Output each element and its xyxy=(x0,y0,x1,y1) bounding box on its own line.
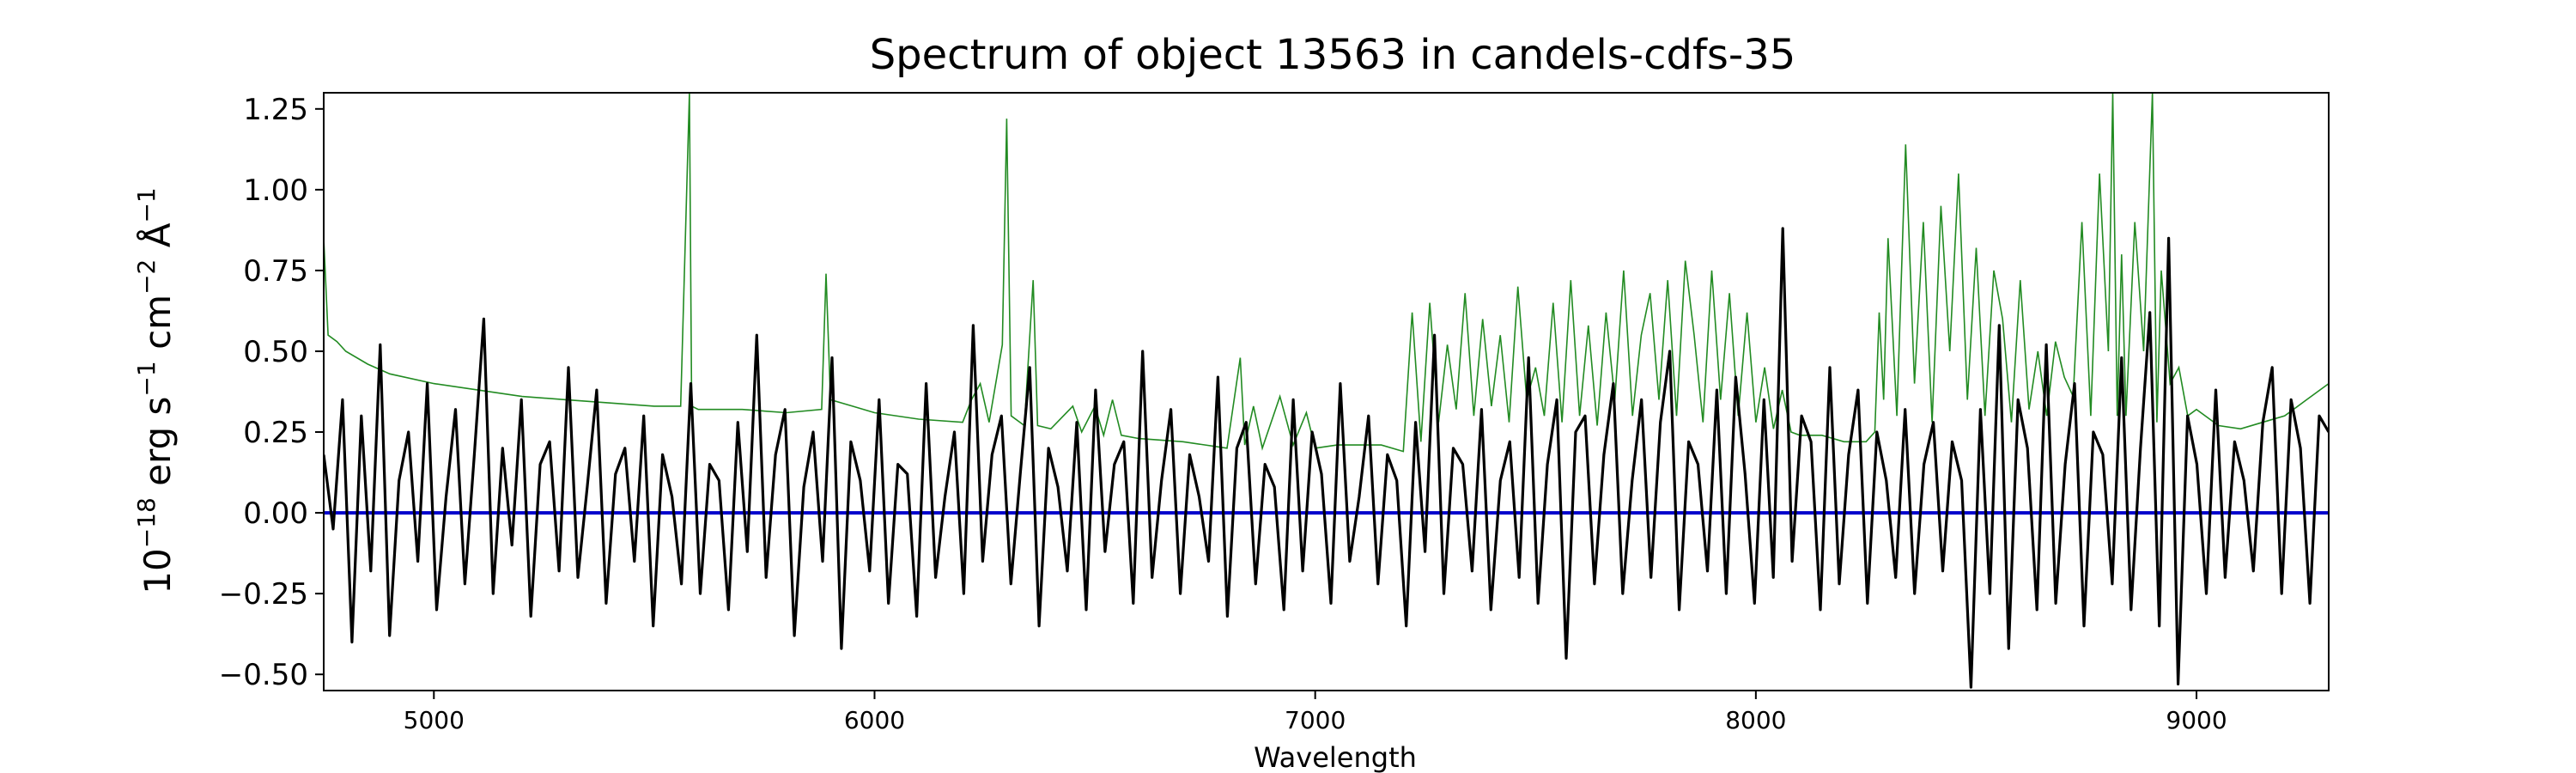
y-tick-label: 0.50 xyxy=(243,335,308,369)
x-tick-label: 9000 xyxy=(2166,706,2227,734)
chart-title: Spectrum of object 13563 in candels-cdfs… xyxy=(870,31,1796,79)
svg-text:10−18 erg s−1 cm−2 Å−1: 10−18 erg s−1 cm−2 Å−1 xyxy=(132,187,179,593)
x-tick-label: 8000 xyxy=(1725,706,1786,734)
ylabel-exp1: −18 xyxy=(132,497,161,548)
y-tick-label: −0.25 xyxy=(219,577,308,612)
ylabel-exp4: −1 xyxy=(132,187,161,222)
y-tick-label: 1.25 xyxy=(243,93,308,127)
flux-spectrum-line xyxy=(324,227,2329,689)
ylabel-prefix: 10 xyxy=(137,548,179,593)
x-axis-label: Wavelength xyxy=(1254,741,1417,773)
y-tick-label: 0.75 xyxy=(243,254,308,289)
x-tick-label: 6000 xyxy=(844,706,905,734)
x-tick-label: 5000 xyxy=(404,706,465,734)
plot-frame xyxy=(323,92,2330,691)
ylabel-exp3: −2 xyxy=(132,259,161,295)
y-axis-label: 10−18 erg s−1 cm−2 Å−1 xyxy=(132,187,179,593)
plot-area xyxy=(324,93,2329,689)
y-tick-label: 1.00 xyxy=(243,173,308,208)
ylabel-unit1: erg s xyxy=(137,397,179,498)
y-tick-label: 0.00 xyxy=(243,496,308,531)
ylabel-exp2: −1 xyxy=(132,361,161,396)
axis-ticks: 5000 6000 7000 8000 9000 −0.50 −0.25 0.00 0.25 0.… xyxy=(219,93,2227,734)
y-tick-label: −0.50 xyxy=(219,658,308,692)
x-tick-label: 7000 xyxy=(1285,706,1346,734)
ylabel-unit2: cm xyxy=(137,295,179,361)
ylabel-unit3: Å xyxy=(136,222,179,259)
error-spectrum-line xyxy=(324,93,2329,453)
y-tick-label: 0.25 xyxy=(243,416,308,450)
